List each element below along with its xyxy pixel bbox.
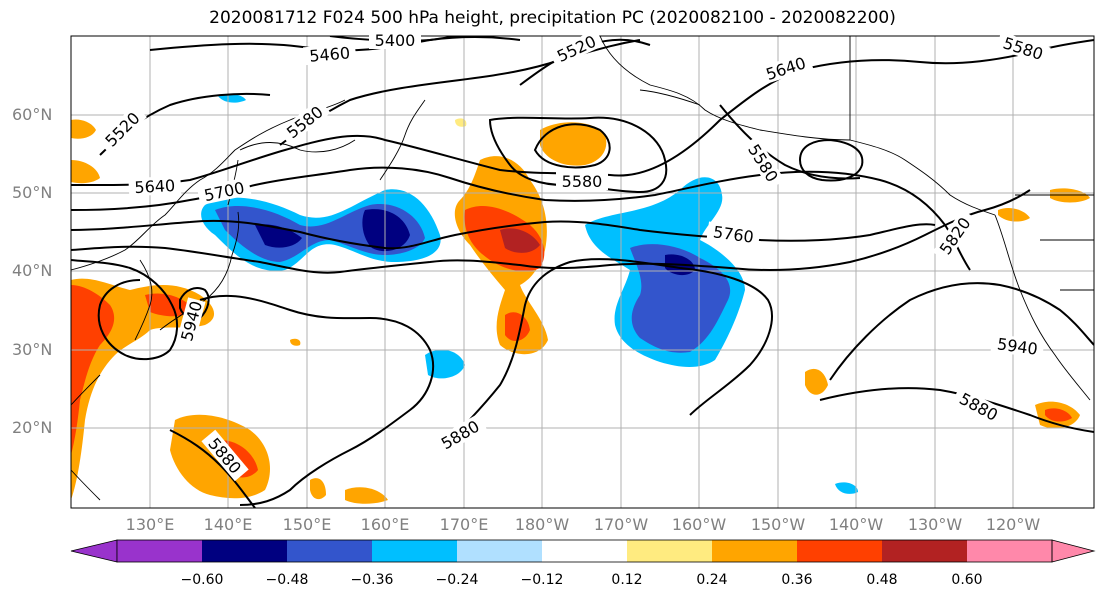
colorbar-bin-2 (202, 540, 287, 562)
precip-negative-shading (201, 93, 858, 494)
contour-5640 (71, 39, 1094, 187)
precip-orange-small-6 (1050, 188, 1090, 203)
lon-label: 140°W (828, 515, 884, 534)
contour-5580-ring (533, 123, 611, 169)
precip-orange-small-5 (998, 207, 1030, 222)
lon-label: 160°E (360, 515, 410, 534)
coast-asia-mainland (71, 99, 346, 271)
contour-5580-east (719, 104, 861, 180)
contour-5880-sw (169, 429, 256, 508)
coast-aleutians (639, 89, 701, 106)
contour-label: 5460 (309, 43, 351, 65)
precip-orange-small-2 (345, 487, 388, 504)
colorbar-tick-label: −0.24 (435, 572, 479, 588)
colorbar (70, 539, 1096, 563)
precip-blue-small-2 (218, 93, 246, 103)
coast-philippines (71, 469, 101, 501)
lon-label: 140°E (203, 515, 253, 534)
precip-orange-small-3 (805, 368, 828, 395)
coast-alaska (599, 36, 996, 216)
lon-label: 130°W (907, 515, 963, 534)
contour-label: 5580 (562, 172, 603, 191)
colorbar-bin-8 (712, 540, 797, 562)
precip-blue-small-3 (835, 482, 858, 494)
precip-orange-nw-1 (71, 119, 100, 184)
lat-label-50n: 50°N (12, 183, 53, 202)
contour-5820 (71, 189, 1031, 274)
contour-label: 5880 (438, 417, 483, 454)
contour-label: 5580 (744, 141, 782, 186)
lon-label: 180°W (514, 515, 570, 534)
contour-5880-main (439, 258, 773, 451)
colorbar-bin-5 (457, 540, 542, 562)
colorbar-bin-3 (287, 540, 372, 562)
colorbar-bin-1 (117, 540, 202, 562)
lon-label: 170°W (593, 515, 649, 534)
contour-5760 (71, 219, 936, 250)
colorbar-tick-label: −0.12 (520, 572, 564, 588)
contour-label: 5880 (956, 389, 1001, 425)
coast-nw-america (994, 214, 1091, 401)
lon-label: 160°W (671, 515, 727, 534)
colorbar-bin-10 (882, 540, 967, 562)
colorbar-tick-label: 0.12 (611, 572, 643, 588)
precip-orange-small-7 (290, 338, 301, 346)
contour-5580-low (798, 138, 864, 182)
lon-label: 150°W (750, 515, 806, 534)
contour-5940-east (829, 282, 1094, 381)
colorbar-bin-4 (372, 540, 457, 562)
map-title: 2020081712 F024 500 hPa height, precipit… (209, 8, 896, 28)
lon-label: 150°E (282, 515, 332, 534)
colorbar-tick-label: 0.24 (696, 572, 728, 588)
lat-label-20n: 20°N (12, 418, 53, 437)
colorbar-tick-label: 0.36 (781, 572, 813, 588)
map-plot-area (71, 36, 1094, 508)
precip-yellow-small-1 (455, 118, 467, 127)
colorbar-tick-label: 0.48 (866, 572, 898, 588)
precip-orange-small-1 (310, 478, 326, 500)
coast-japan (159, 211, 240, 331)
colorbar-bin-9 (797, 540, 882, 562)
contour-label: 5580 (1001, 33, 1046, 64)
precip-blue-small-1 (425, 349, 465, 379)
contour-label: 5520 (554, 32, 599, 66)
lat-label-40n: 40°N (12, 261, 53, 280)
colorbar-bin-11 (967, 540, 1052, 562)
lon-label: 120°W (985, 515, 1041, 534)
colorbar-tick-label: 0.60 (951, 572, 983, 588)
lat-label-30n: 30°N (12, 340, 53, 359)
contour-5880-loop (199, 294, 435, 506)
lon-label: 170°E (439, 515, 489, 534)
coastlines (71, 36, 1094, 501)
coast-okhotsk (239, 139, 356, 153)
precip-red-japan (71, 285, 195, 455)
contour-label: 5760 (712, 222, 755, 246)
precip-blue-dark-region (255, 209, 410, 252)
contour-label: 5640 (764, 53, 809, 84)
colorbar-max-arrow (1051, 539, 1096, 563)
coast-taiwan-china (71, 374, 101, 406)
colorbar-tick-label: −0.48 (265, 572, 309, 588)
precip-darkred-dateline (500, 228, 540, 253)
contour-label: 5640 (134, 176, 176, 197)
precip-red-small-4 (1045, 408, 1072, 422)
contour-label: 5940 (996, 334, 1039, 358)
lon-label: 130°E (125, 515, 175, 534)
precip-orange-kamchatka (540, 122, 607, 166)
colorbar-tick-label: −0.36 (350, 572, 394, 588)
colorbar-bin-7 (627, 540, 712, 562)
contour-label: 5400 (375, 31, 416, 50)
colorbar-bin-6 (542, 540, 627, 562)
coast-korea (134, 259, 153, 341)
contour-5460 (149, 36, 521, 52)
contour-5880-west (71, 259, 178, 361)
lat-label-60n: 60°N (12, 105, 53, 124)
contour-5580-bowl (488, 116, 668, 194)
colorbar-tick-label: −0.60 (180, 572, 224, 588)
colorbar-min-arrow (70, 539, 118, 563)
